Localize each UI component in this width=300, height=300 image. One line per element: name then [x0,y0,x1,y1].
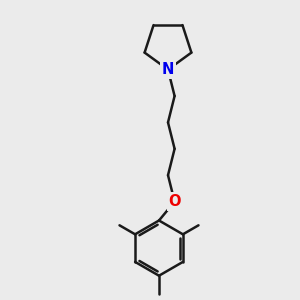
Text: O: O [168,194,181,209]
Text: N: N [162,62,174,77]
